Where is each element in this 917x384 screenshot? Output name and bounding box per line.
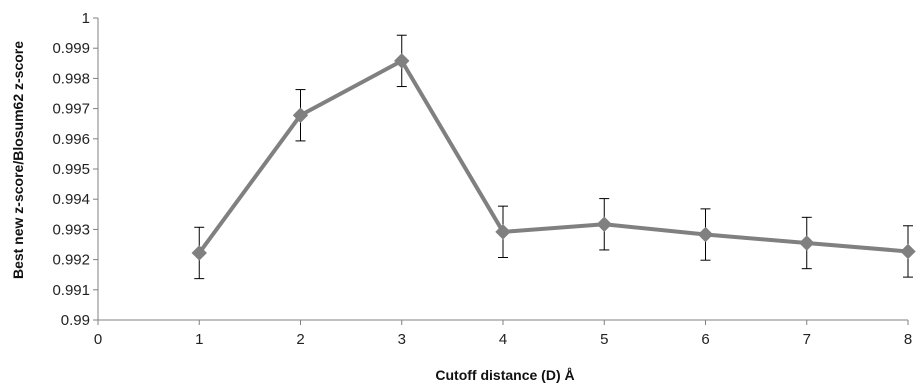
x-tick-label: 7 (803, 331, 811, 348)
data-point (697, 226, 714, 243)
x-axis-tick-labels: 0 1 2 3 4 5 6 7 8 (94, 331, 912, 348)
error-bars (194, 34, 913, 280)
x-tick-label: 8 (904, 331, 912, 348)
x-tick-label: 2 (296, 331, 304, 348)
data-point (191, 245, 207, 261)
y-tick-label: 1 (82, 10, 90, 27)
y-tick-label: 0.992 (52, 252, 90, 269)
data-markers (191, 53, 916, 261)
y-axis-title: Best new z-score/Blosum62 z-score (10, 41, 26, 279)
data-point (292, 107, 309, 123)
series-line (197, 58, 909, 255)
data-point (799, 235, 815, 251)
data-point (596, 216, 612, 232)
axes (93, 17, 909, 325)
x-tick-label: 0 (94, 331, 102, 348)
y-tick-label: 0.999 (52, 40, 90, 57)
data-point (900, 243, 916, 260)
y-tick-label: 0.993 (52, 221, 90, 238)
y-tick-label: 0.996 (52, 131, 90, 148)
y-tick-label: 0.997 (52, 101, 90, 118)
y-tick-label: 0.99 (61, 312, 90, 329)
y-tick-label: 0.994 (52, 191, 90, 208)
data-point (495, 224, 511, 240)
x-tick-label: 4 (499, 331, 507, 348)
y-tick-label: 0.998 (52, 70, 90, 87)
data-series (197, 58, 909, 255)
x-tick-label: 6 (701, 331, 709, 348)
x-tick-label: 1 (195, 331, 203, 348)
x-tick-label: 3 (398, 331, 406, 348)
y-tick-label: 0.991 (52, 282, 90, 299)
x-axis-title: Cutoff distance (D) Å (435, 367, 574, 383)
x-tick-label: 5 (600, 331, 608, 348)
y-axis-tick-labels: 0.99 0.991 0.992 0.993 0.994 0.995 0.996 0.997 0… (52, 10, 90, 329)
data-point (394, 53, 410, 69)
y-tick-label: 0.995 (52, 161, 90, 178)
